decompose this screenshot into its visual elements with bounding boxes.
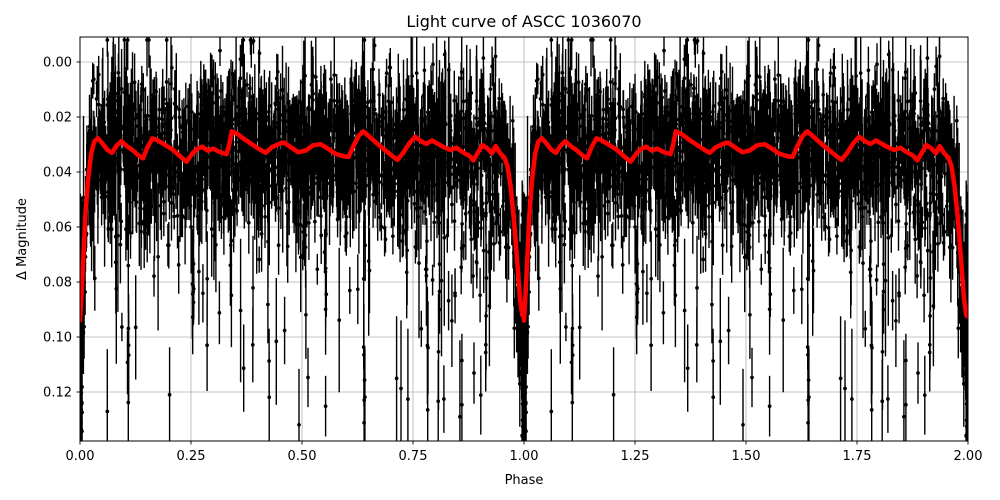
y-tick-label: 0.06 — [43, 221, 72, 236]
chart-title: Light curve of ASCC 1036070 — [406, 12, 641, 31]
x-tick-label: 0.75 — [399, 449, 428, 464]
x-axis-label: Phase — [505, 473, 544, 488]
tick-marks — [76, 61, 969, 445]
x-tick-label: 0.25 — [177, 449, 206, 464]
scatter-markers — [80, 38, 968, 440]
x-tick-label: 2.00 — [954, 449, 983, 464]
x-tick-label: 1.75 — [843, 449, 872, 464]
x-tick-label: 1.25 — [621, 449, 650, 464]
y-axis-label: Δ Magnitude — [15, 198, 30, 280]
data-layer — [80, 37, 968, 441]
x-tick-label: 0.50 — [288, 449, 317, 464]
y-tick-label: 0.10 — [43, 331, 72, 346]
y-tick-label: 0.08 — [43, 276, 72, 291]
axes-frame — [79, 36, 969, 442]
x-tick-label: 0.00 — [66, 449, 95, 464]
y-tick-labels: 0.00 0.02 0.04 0.06 0.08 0.10 0.12 — [43, 56, 72, 401]
y-tick-label: 0.12 — [43, 386, 72, 401]
x-tick-labels: 0.00 0.25 0.50 0.75 1.00 1.25 1.50 1.75 … — [66, 449, 983, 464]
mean-curve — [80, 129, 968, 323]
x-tick-label: 1.50 — [732, 449, 761, 464]
y-tick-label: 0.00 — [43, 56, 72, 71]
x-tick-label: 1.00 — [510, 449, 539, 464]
y-tick-label: 0.04 — [43, 166, 72, 181]
y-tick-label: 0.02 — [43, 111, 72, 126]
